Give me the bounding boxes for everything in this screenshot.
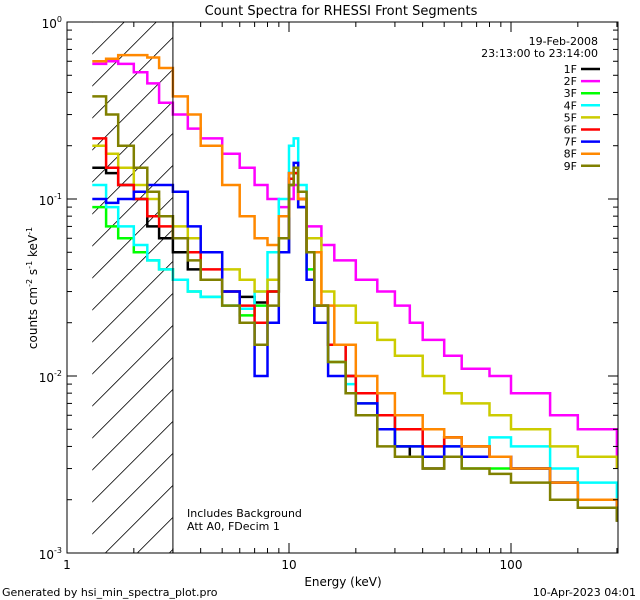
legend-label-6f: 6F	[564, 124, 577, 137]
legend-label-7f: 7F	[564, 136, 577, 149]
hatch-line	[92, 324, 173, 407]
ylabel-exp-1: -2	[25, 279, 34, 287]
legend-label-9f: 9F	[564, 160, 577, 173]
hatch-line	[92, 132, 173, 215]
legend-time-range: 23:13:00 to 23:14:00	[481, 47, 598, 60]
series-8f	[92, 53, 618, 508]
ylabel-exp-3: -1	[25, 227, 34, 235]
y-axis: 100 10-1 10-2 10-3	[39, 15, 618, 562]
hatch-line	[92, 420, 173, 503]
x-tick-label: 1	[63, 558, 71, 572]
annotation-attenuator: Att A0, FDecim 1	[187, 520, 280, 533]
series-lines	[92, 53, 618, 522]
hatch-line	[92, 452, 173, 535]
hatch-line	[92, 22, 157, 87]
footer-date: 10-Apr-2023 04:01	[533, 586, 636, 599]
legend-label-5f: 5F	[564, 111, 577, 124]
series-9f	[92, 95, 618, 522]
footer-generator: Generated by hsi_min_spectra_plot.pro	[2, 586, 218, 599]
hatch-line	[92, 100, 173, 183]
ylabel-part-a: counts cm	[26, 287, 40, 349]
legend-label-8f: 8F	[564, 148, 577, 161]
y-axis-label: counts cm-2 s-1 keV-1	[25, 227, 40, 349]
ylabel-part-b: s	[26, 269, 40, 279]
hatch-line	[92, 260, 173, 343]
y-tick-label: 10-3	[39, 546, 62, 562]
chart-title: Count Spectra for RHESSI Front Segments	[205, 4, 478, 19]
series-7f	[92, 161, 618, 508]
y-tick-label: 10-1	[39, 192, 62, 208]
x-tick-label: 10	[281, 558, 296, 572]
hatch-line	[105, 484, 173, 553]
legend-label-1f: 1F	[564, 63, 577, 76]
series-3f	[92, 171, 618, 508]
shaded-region	[92, 22, 173, 553]
legend-label-4f: 4F	[564, 99, 577, 112]
legend-date: 19-Feb-2008	[529, 35, 598, 48]
x-axis: 1 10 100	[63, 22, 618, 572]
hatch-line	[92, 388, 173, 471]
hatch-line	[92, 68, 173, 151]
hatch-line	[92, 36, 173, 119]
hatch-line	[92, 228, 173, 311]
plot-frame	[66, 21, 619, 554]
y-tick-label: 10-2	[39, 369, 62, 385]
x-axis-label: Energy (keV)	[304, 575, 381, 589]
ylabel-exp-2: -1	[25, 261, 34, 269]
series-5f	[92, 144, 618, 469]
x-tick-label: 100	[500, 558, 523, 572]
annotation-background: Includes Background	[187, 507, 302, 520]
y-tick-label: 100	[42, 15, 62, 31]
ylabel-part-c: keV	[26, 234, 40, 261]
legend-label-2f: 2F	[564, 75, 577, 88]
legend-label-3f: 3F	[564, 87, 577, 100]
hatch-line	[92, 22, 93, 23]
